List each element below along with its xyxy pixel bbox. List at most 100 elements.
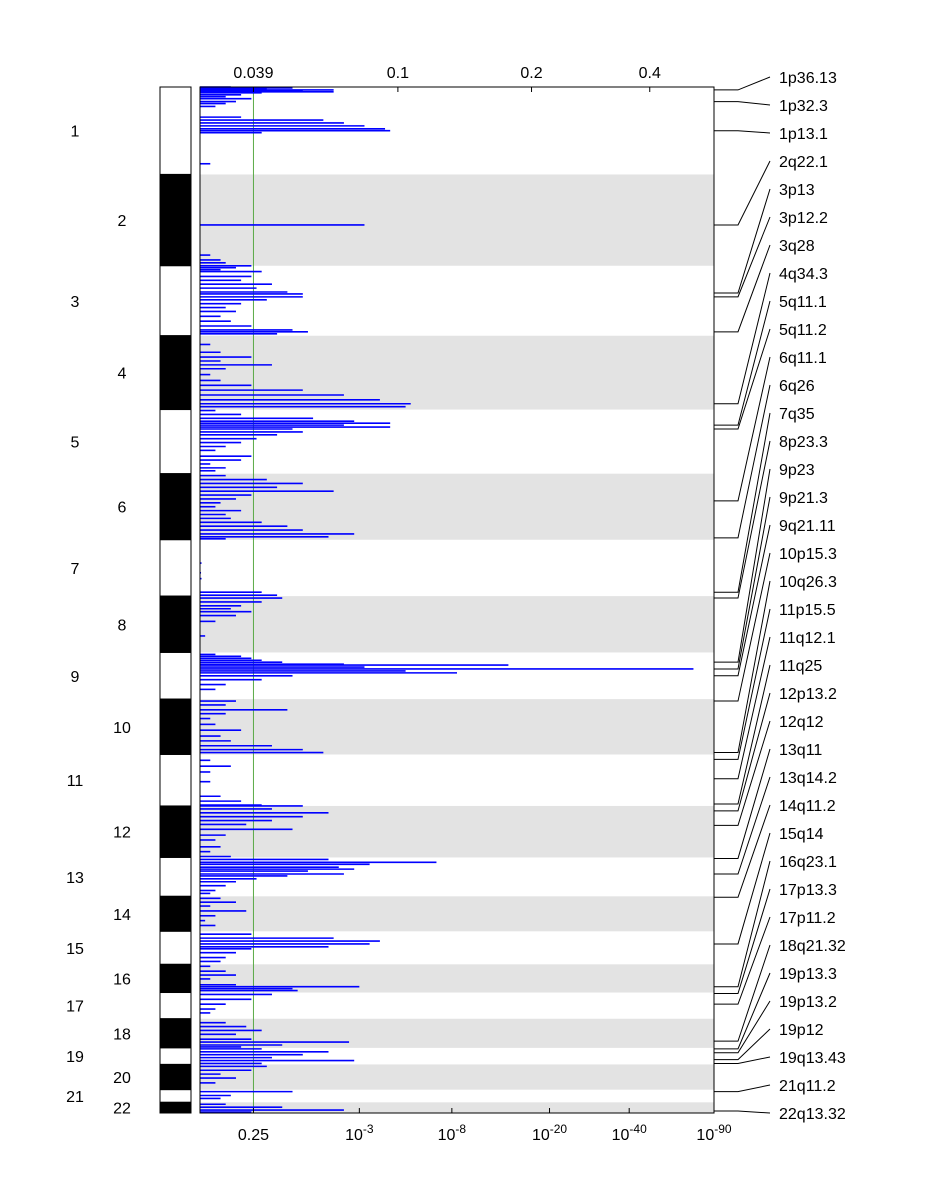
peak-leader-line: [714, 76, 771, 91]
peak-leader-line: [714, 776, 771, 875]
top-tick-label: 0.4: [639, 65, 661, 82]
ideogram-segment-6: [159, 473, 192, 541]
peak-label: 2q22.1: [779, 154, 828, 171]
chromosome-label-5: 5: [71, 435, 80, 452]
peak-leader-line: [714, 356, 771, 502]
plot-frame: [199, 86, 715, 1114]
peak-label: 5q11.1: [779, 294, 827, 311]
peak-leader-line: [714, 1110, 771, 1114]
peak-leader-line: [714, 272, 771, 405]
chromosome-label-11: 11: [67, 773, 84, 790]
chromosome-label-2: 2: [118, 213, 127, 230]
chromosome-label-15: 15: [66, 941, 84, 958]
ideogram-segment-20: [159, 1063, 192, 1091]
peak-label: 9p21.3: [779, 490, 828, 507]
peak-label: 22q13.32: [779, 1106, 846, 1123]
ideogram-segment-7: [159, 539, 192, 597]
chromosome-label-10: 10: [113, 720, 131, 737]
ideogram-segment-11: [159, 753, 192, 807]
peak-leader-line: [714, 101, 771, 106]
ideogram-segment-3: [159, 265, 192, 337]
peak-label: 8p23.3: [779, 434, 828, 451]
peak-leader-line: [714, 580, 771, 754]
peak-leader-line: [714, 916, 771, 1005]
peak-leader-line: [714, 720, 771, 826]
peak-label: 14q11.2: [779, 798, 836, 815]
peak-leader-line: [714, 692, 771, 812]
chromosome-ideogram: [159, 86, 192, 1114]
peak-label: 1p13.1: [779, 126, 828, 143]
peak-label: 11q12.1: [779, 630, 836, 647]
peak-label: 5q11.2: [779, 322, 827, 339]
bottom-tick-label: 0.25: [238, 1127, 269, 1144]
peak-label: 13q11: [779, 742, 822, 759]
peak-label: 1p32.3: [779, 98, 828, 115]
chromosome-label-18: 18: [113, 1026, 131, 1043]
ideogram-segment-21: [159, 1089, 192, 1103]
peak-leader-line: [714, 1084, 771, 1093]
chromosome-label-21: 21: [66, 1089, 84, 1106]
peak-label: 19q13.43: [779, 1050, 846, 1067]
chromosome-label-14: 14: [113, 907, 131, 924]
ideogram-segment-5: [159, 409, 192, 475]
peak-leader-line: [714, 328, 771, 430]
peak-label: 10p15.3: [779, 546, 837, 563]
chromosome-band-shading: [200, 174, 714, 1113]
peak-leader-line: [714, 1000, 771, 1054]
chromosome-label-20: 20: [113, 1070, 131, 1087]
chromosome-band-10: [200, 699, 714, 755]
peak-label: 12q12: [779, 714, 824, 731]
bottom-tick-label: 10-20: [532, 1122, 567, 1144]
peak-label: 11q25: [779, 658, 822, 675]
peak-leader-line: [714, 860, 771, 988]
chromosome-band-4: [200, 335, 714, 410]
peak-leader-line: [714, 440, 771, 599]
chromosome-label-4: 4: [118, 366, 127, 383]
chromosome-band-6: [200, 473, 714, 540]
peak-label: 12p13.2: [779, 686, 837, 703]
top-axis-score: 0.039 0.1 0.2 0.4: [233, 65, 661, 92]
bottom-tick-label: 10-40: [612, 1122, 647, 1144]
peak-label: 11p15.5: [779, 602, 836, 619]
ideogram-segment-22: [159, 1101, 192, 1114]
chromosome-label-6: 6: [118, 500, 127, 517]
peak-leader-line: [714, 244, 771, 333]
peak-label: 9q21.11: [779, 518, 836, 535]
ideogram-segment-4: [159, 335, 192, 411]
peak-label: 3q28: [779, 238, 815, 255]
peak-leader-line: [714, 496, 771, 670]
peak-label: 19p13.3: [779, 966, 837, 983]
chromosome-label-22: 22: [113, 1101, 131, 1118]
chromosome-band-12: [200, 805, 714, 858]
bottom-tick-exponent: -8: [455, 1122, 466, 1136]
peak-leader-line: [714, 160, 771, 226]
peak-label: 9p23: [779, 462, 815, 479]
peak-leader-line: [714, 972, 771, 1050]
peak-leader-line: [714, 468, 771, 663]
chromosome-band-16: [200, 964, 714, 993]
peak-leader-line: [714, 300, 771, 426]
chromosome-label-3: 3: [71, 294, 80, 311]
peak-label: 21q11.2: [779, 1078, 836, 1095]
chromosome-band-22: [200, 1102, 714, 1113]
peak-label: 10q26.3: [779, 574, 837, 591]
peak-leader-line: [714, 944, 771, 1042]
peak-label: 13q14.2: [779, 770, 837, 787]
chromosome-label-8: 8: [118, 617, 127, 634]
peak-leader-line: [714, 888, 771, 994]
chromosome-label-12: 12: [113, 825, 131, 842]
peak-label: 18q21.32: [779, 938, 846, 955]
peak-label: 1p36.13: [779, 70, 837, 87]
ideogram-segment-13: [159, 856, 192, 897]
ideogram-segment-8: [159, 595, 192, 653]
bottom-tick-label: 10-90: [696, 1122, 731, 1144]
chromosome-label-13: 13: [66, 870, 84, 887]
peak-label: 15q14: [779, 826, 824, 843]
peak-leader-line: [714, 188, 771, 294]
peak-leader-line: [714, 832, 771, 945]
peak-label: 19p13.2: [779, 994, 837, 1011]
peak-leader-line: [714, 636, 771, 780]
top-tick-label: 0.039: [233, 65, 273, 82]
peak-label: 6q11.1: [779, 350, 827, 367]
